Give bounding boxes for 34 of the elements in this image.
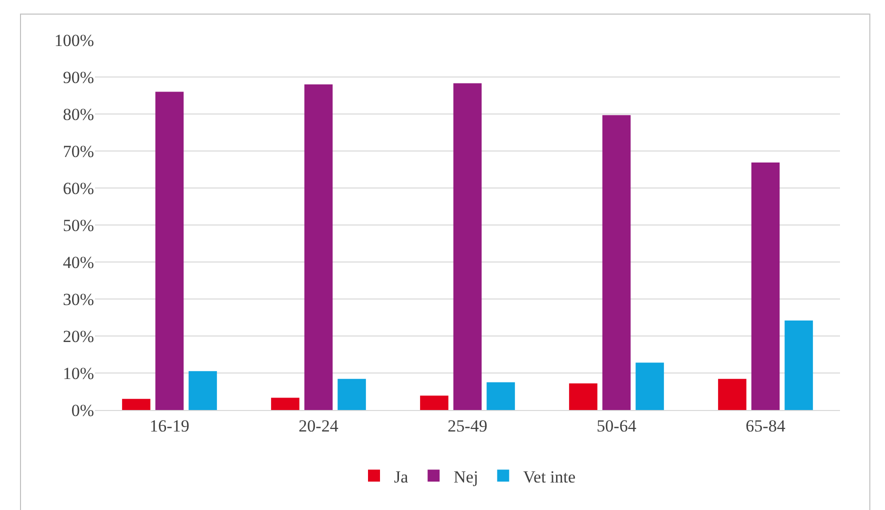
bar — [636, 362, 664, 410]
y-tick-label: 100% — [54, 30, 94, 50]
bar — [304, 84, 333, 410]
bar — [338, 378, 366, 410]
bar — [569, 383, 598, 410]
bar — [718, 378, 746, 410]
y-tick-label: 30% — [62, 290, 94, 309]
x-tick-label: 16-19 — [150, 416, 190, 436]
y-tick-label: 20% — [62, 326, 94, 346]
bar — [271, 398, 300, 410]
bar — [188, 371, 217, 410]
y-tick-label: 70% — [62, 142, 94, 161]
bar — [122, 398, 150, 410]
x-tick-label: 25-49 — [448, 416, 488, 436]
y-tick-label: 0% — [71, 400, 94, 420]
y-tick-label: 90% — [62, 68, 94, 87]
legend-label: Vet inte — [523, 467, 576, 486]
bar — [751, 162, 780, 410]
bar — [420, 396, 448, 410]
y-tick-label: 10% — [62, 364, 94, 383]
y-tick-label: 60% — [62, 178, 94, 198]
x-tick-label: 20-24 — [298, 416, 339, 436]
bar — [486, 382, 515, 410]
bar — [155, 92, 184, 410]
legend-label: Ja — [394, 467, 409, 486]
bar — [602, 115, 631, 410]
y-tick-label: 80% — [62, 104, 94, 124]
y-tick-label: 40% — [62, 252, 94, 272]
x-tick-label: 65-84 — [746, 416, 786, 436]
bar — [453, 83, 482, 410]
bar — [784, 320, 813, 410]
y-tick-label: 50% — [62, 216, 94, 235]
legend-label: Nej — [454, 467, 478, 486]
x-tick-label: 50-64 — [596, 416, 637, 436]
